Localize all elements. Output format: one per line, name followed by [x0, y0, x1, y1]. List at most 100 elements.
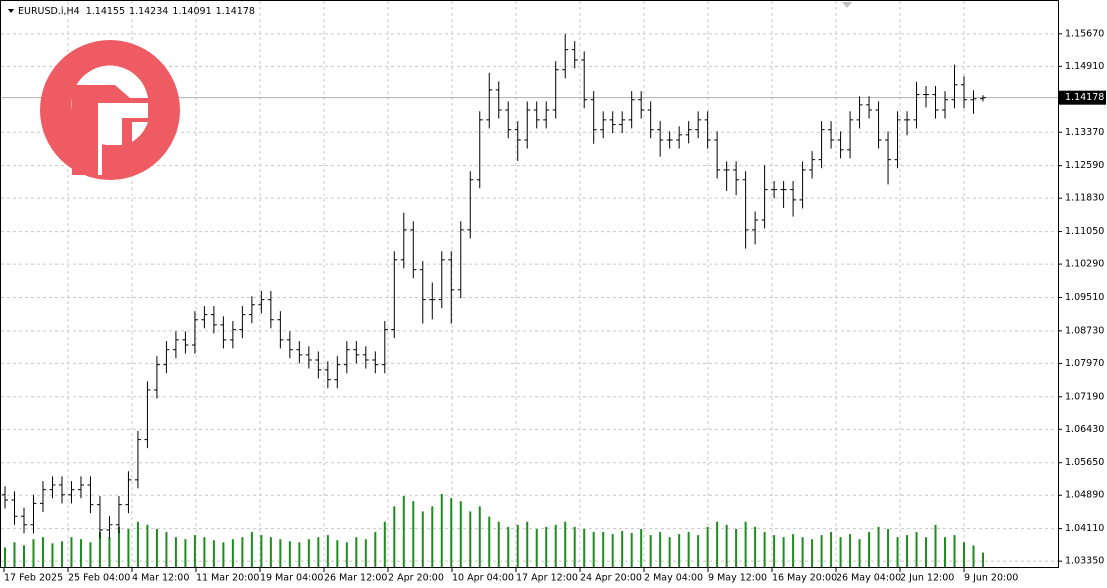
volume-bar	[374, 532, 377, 568]
volume-bar	[127, 528, 130, 568]
volume-bar	[79, 539, 82, 568]
volume-bar	[355, 537, 358, 568]
volume-bar	[260, 535, 263, 568]
volume-bar	[744, 521, 747, 568]
volume-bar	[222, 542, 225, 568]
price-bars	[2, 33, 986, 539]
x-tick-label: 4 Mar 12:00	[132, 573, 189, 584]
volume-bar	[887, 528, 890, 568]
x-tick-label: 26 May 04:00	[836, 573, 901, 584]
volume-bar	[231, 539, 234, 568]
volume-bar	[554, 524, 557, 568]
volume-bar	[849, 534, 852, 568]
volume-bar	[573, 526, 576, 568]
logo	[40, 40, 180, 180]
volume-bar	[431, 506, 434, 568]
volume-bar	[792, 534, 795, 568]
volume-bar	[706, 526, 709, 568]
volume-bar	[944, 537, 947, 568]
volume-bar	[450, 498, 453, 568]
volume-bar	[393, 506, 396, 568]
y-tick-label: 1.11830	[1065, 193, 1104, 204]
volume-bar	[640, 528, 643, 568]
volume-bar	[307, 539, 310, 568]
volume-bar	[41, 537, 44, 568]
volume-bar	[108, 537, 111, 568]
volume-bar	[288, 541, 291, 568]
volume-bar	[336, 540, 339, 568]
volume-bar	[383, 521, 386, 568]
volume-bar	[716, 521, 719, 568]
volume-bar	[649, 535, 652, 568]
volume-bar	[811, 539, 814, 568]
volume-bar	[136, 521, 139, 568]
menu-arrow[interactable]	[8, 9, 14, 13]
x-tick-label: 19 Mar 04:00	[260, 573, 323, 584]
x-tick-label: 10 Apr 04:00	[452, 573, 514, 584]
y-tick-label: 1.04110	[1065, 523, 1104, 534]
volume-bar	[174, 537, 177, 568]
volume-bar	[478, 506, 481, 568]
x-tick-label: 26 Mar 12:00	[324, 573, 387, 584]
volume-bar	[497, 521, 500, 568]
x-tick-label: 2 Apr 20:00	[388, 573, 444, 584]
volume-bar	[564, 521, 567, 568]
volume-bar	[51, 543, 54, 568]
volume-bar	[402, 496, 405, 568]
volume-bar	[972, 545, 975, 568]
y-tick-label: 1.09510	[1065, 292, 1104, 303]
y-tick-label: 1.10290	[1065, 259, 1104, 270]
current-price-label: 1.14178	[1065, 92, 1104, 103]
volume-bar	[516, 524, 519, 568]
volume-bar	[326, 535, 329, 568]
x-tick-label: 2 May 04:00	[644, 573, 703, 584]
volume-bar	[668, 537, 671, 568]
volume-bar	[203, 537, 206, 568]
symbol: EURUSD.i,H4	[18, 6, 80, 17]
volume-bar	[70, 537, 73, 568]
volume-bar	[469, 511, 472, 568]
volume-bar	[269, 537, 272, 568]
axes: 1.15670 1.14910 1.13370 1.12590 1.11830 1.110…	[3, 28, 1106, 584]
y-tick-label: 1.15670	[1065, 28, 1104, 39]
volume-bar	[193, 535, 196, 568]
volume-bar	[317, 537, 320, 568]
x-tick-label: 24 Apr 20:00	[580, 573, 642, 584]
volume-bar	[868, 532, 871, 568]
volume-bar	[421, 511, 424, 568]
y-tick-label: 1.12590	[1065, 160, 1104, 171]
volume-bar	[440, 494, 443, 568]
volume-bar	[298, 542, 301, 568]
volume-bar	[146, 524, 149, 568]
plot-frame	[0, 0, 1059, 568]
y-tick-label: 1.06430	[1065, 424, 1104, 435]
header-high: 1.14234	[129, 6, 168, 17]
volume-bar	[982, 552, 984, 568]
volume-bar	[545, 526, 548, 568]
y-tick-label: 1.07970	[1065, 358, 1104, 369]
y-tick-label: 1.13370	[1065, 127, 1104, 138]
y-tick-label: 1.08730	[1065, 325, 1104, 336]
volume-bar	[782, 537, 785, 568]
x-tick-label: 11 Mar 20:00	[196, 573, 259, 584]
volume-bar	[117, 526, 120, 568]
volume-bar	[98, 532, 101, 568]
header-open: 1.14155	[86, 6, 125, 17]
volume-bar	[184, 539, 187, 568]
volume-bar	[13, 542, 16, 568]
volume-bar	[678, 534, 681, 568]
volume-bar	[659, 532, 662, 568]
volume-bar	[155, 528, 158, 568]
volume-bar	[773, 535, 776, 568]
volume-bar	[250, 532, 253, 568]
logo-stem	[72, 85, 98, 175]
volume-bar	[412, 501, 415, 568]
y-tick-label: 1.03350	[1065, 556, 1104, 567]
volume-bar	[602, 532, 605, 568]
volume-bar	[22, 545, 25, 568]
volume-bar	[535, 528, 538, 568]
volume-bar	[241, 537, 244, 568]
volume-bar	[89, 542, 92, 568]
volume-bar	[364, 539, 367, 568]
